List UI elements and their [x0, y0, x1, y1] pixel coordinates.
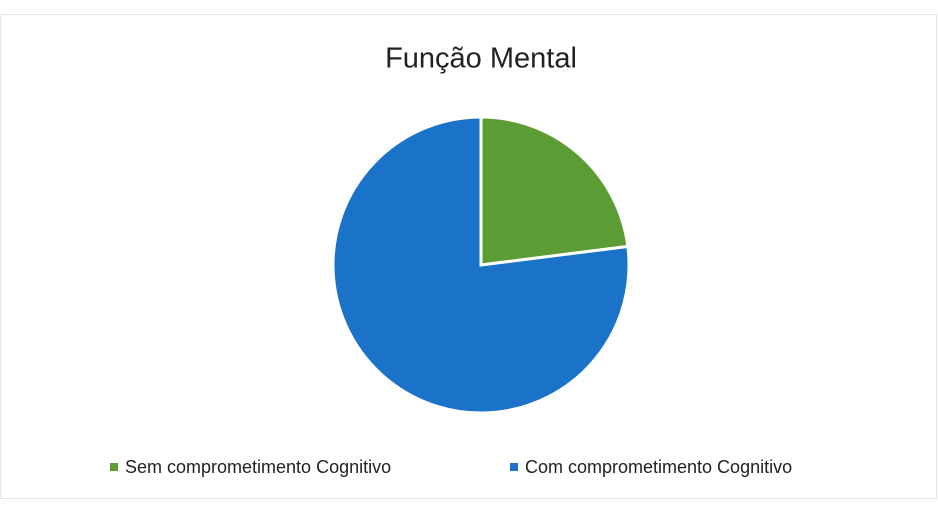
- legend-label: Com comprometimento Cognitivo: [525, 457, 792, 477]
- legend-swatch: [510, 463, 518, 471]
- legend-swatch: [110, 463, 118, 471]
- pie-slice: [331, 115, 631, 415]
- chart-title: Função Mental: [385, 43, 577, 75]
- legend-label: Sem comprometimento Cognitivo: [125, 457, 391, 477]
- pie-slice: [479, 115, 630, 267]
